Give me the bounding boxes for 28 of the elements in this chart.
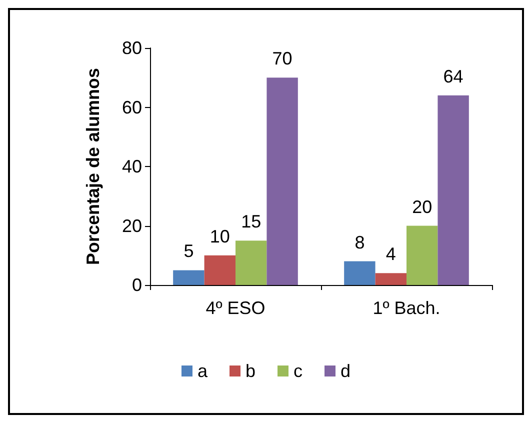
data-label: 20 (412, 196, 432, 217)
data-label: 70 (272, 48, 292, 69)
y-tick-label: 60 (122, 97, 142, 118)
bar (236, 240, 267, 285)
x-tick-label: 1º Bach. (372, 298, 440, 318)
bar (266, 78, 298, 285)
bar (204, 255, 236, 285)
data-label: 15 (241, 212, 262, 232)
data-label: 8 (354, 232, 365, 252)
y-tick-label: 80 (122, 38, 142, 58)
legend-label: a (197, 361, 208, 381)
bar (375, 273, 406, 285)
x-tick-label: 4º ESO (206, 298, 266, 318)
y-tick-label: 0 (132, 275, 142, 295)
data-label: 4 (386, 244, 396, 264)
bar (173, 270, 204, 285)
y-tick-label: 40 (122, 156, 142, 176)
data-label: 64 (443, 66, 464, 86)
bar (406, 226, 438, 285)
legend-label: d (340, 361, 351, 381)
y-tick-label: 20 (122, 216, 142, 236)
legend-label: c (294, 361, 303, 381)
legend-label: b (245, 361, 256, 381)
bar (344, 261, 376, 285)
y-axis-title: Porcentaje de alumnos (83, 68, 103, 266)
data-label: 10 (210, 226, 230, 246)
data-label: 5 (184, 241, 194, 262)
bar (438, 95, 469, 285)
